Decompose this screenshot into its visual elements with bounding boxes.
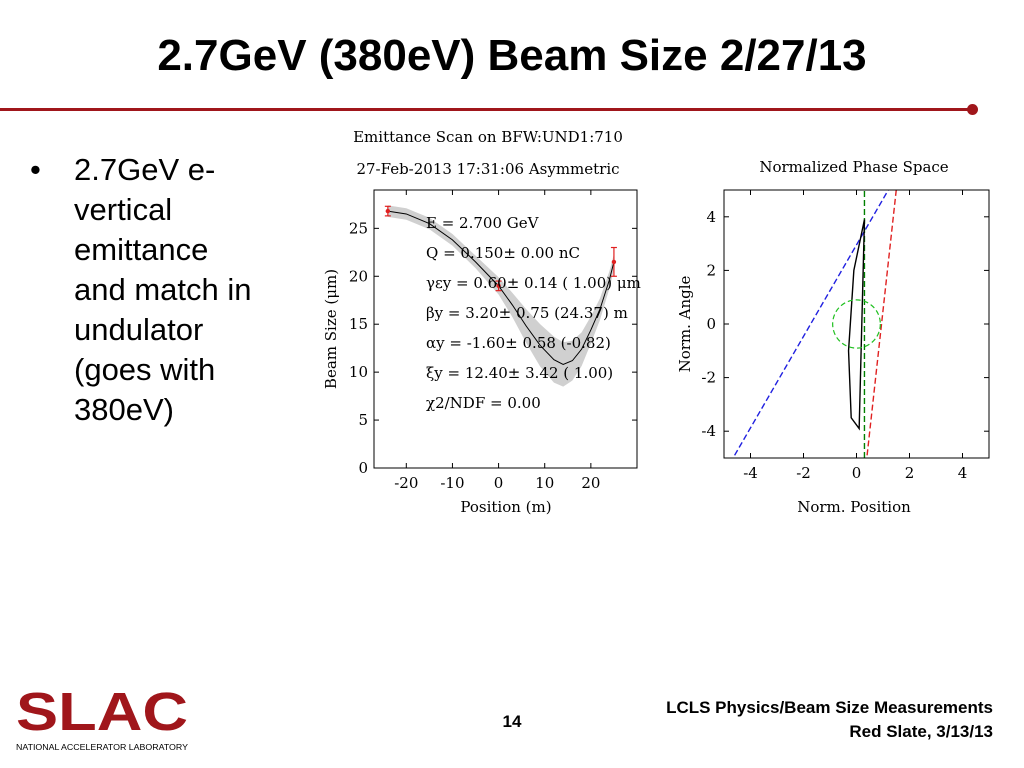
y-tick-label: 25	[349, 219, 368, 237]
fit-curve	[387, 210, 615, 366]
data-point	[385, 208, 391, 214]
fit-parameter: ξy = 12.40± 3.42 ( 1.00)	[426, 364, 613, 382]
data-point	[611, 259, 617, 265]
x-tick-label: 4	[958, 464, 968, 482]
chart1-title: Emittance Scan on BFW:UND1:710	[353, 128, 623, 146]
chart2-ylabel: Norm. Angle	[676, 275, 694, 372]
x-tick-label: 0	[852, 464, 862, 482]
unit-circle	[832, 299, 881, 349]
phase-space-lines	[733, 189, 897, 458]
data-point	[496, 283, 501, 289]
x-tick-label: -20	[394, 474, 418, 492]
fit-parameter: γεy = 0.60± 0.14 ( 1.00) μm	[426, 274, 641, 292]
slide-title: 2.7GeV (380eV) Beam Size 2/27/13	[157, 31, 867, 80]
x-tick-label: 20	[581, 474, 600, 492]
y-tick-label: 15	[349, 315, 368, 333]
slac-logo: SLAC NATIONAL ACCELERATOR LABORATORY	[16, 686, 189, 752]
y-tick-label: 10	[349, 363, 368, 381]
chart2-title: Normalized Phase Space	[759, 158, 948, 176]
title-divider-dot	[967, 104, 978, 115]
y-tick-label: 20	[349, 267, 368, 285]
x-tick-label: -10	[440, 474, 464, 492]
phase-series-line	[733, 189, 889, 456]
chart2-plot-frame	[723, 189, 990, 459]
chart1-xlabel: Position (m)	[460, 498, 551, 516]
fit-band	[387, 205, 614, 387]
chart1-ylabel: Beam Size (μm)	[322, 269, 340, 389]
y-tick-label: 0	[706, 315, 716, 333]
fit-parameters: E = 2.700 GeV Q = 0.150± 0.00 nC γεy = 0.6…	[426, 214, 641, 412]
y-tick-label: 2	[706, 261, 716, 279]
x-tick-label: -4	[743, 464, 758, 482]
fit-parameter: βy = 3.20± 0.75 (24.37) m	[426, 304, 628, 322]
logo-wordmark: SLAC	[16, 686, 188, 742]
bullet-marker: •	[30, 152, 41, 187]
y-tick-label: -2	[701, 369, 716, 387]
chart1-axes: -20 -10 0 10 20 0 5 10 15 20 25	[349, 190, 637, 492]
page-number: 14	[502, 712, 522, 731]
footer-line-1: LCLS Physics/Beam Size Measurements	[666, 698, 993, 717]
fit-parameter: E = 2.700 GeV	[426, 214, 540, 232]
y-tick-label: 0	[358, 459, 368, 477]
x-tick-label: 10	[535, 474, 554, 492]
x-tick-label: 0	[494, 474, 504, 492]
phase-space-chart: Normalized Phase Space -4 -2 0 2 4 -4 -2 0 2 4 No…	[676, 158, 990, 516]
phase-series-line	[847, 219, 866, 431]
phase-series-line	[866, 189, 897, 456]
fit-parameter: χ2/NDF = 0.00	[426, 394, 541, 412]
fit-uncertainty-band	[387, 205, 614, 387]
title-divider	[0, 108, 972, 111]
chart2-xlabel: Norm. Position	[797, 498, 911, 516]
logo-subtitle: NATIONAL ACCELERATOR LABORATORY	[16, 743, 189, 752]
measured-points	[384, 205, 617, 292]
fit-line	[387, 210, 615, 366]
y-tick-label: 4	[706, 208, 716, 226]
y-tick-label: 5	[358, 411, 368, 429]
chart1-subtitle: 27-Feb-2013 17:31:06 Asymmetric	[356, 160, 619, 178]
emittance-scan-chart: Emittance Scan on BFW:UND1:710 27-Feb-20…	[322, 128, 641, 516]
y-tick-label: -4	[701, 422, 716, 440]
chart1-plot-frame	[373, 189, 638, 469]
fit-parameter: Q = 0.150± 0.00 nC	[426, 244, 580, 262]
x-tick-label: 2	[905, 464, 915, 482]
bullet-text: 2.7GeV e- vertical emittance and match i…	[74, 152, 252, 427]
chart2-axes: -4 -2 0 2 4 -4 -2 0 2 4	[701, 190, 989, 482]
footer-info: LCLS Physics/Beam Size Measurements Red …	[666, 696, 993, 744]
fit-parameter: αy = -1.60± 0.58 (-0.82)	[426, 334, 611, 352]
footer-line-2: Red Slate, 3/13/13	[849, 722, 993, 741]
x-tick-label: -2	[796, 464, 811, 482]
